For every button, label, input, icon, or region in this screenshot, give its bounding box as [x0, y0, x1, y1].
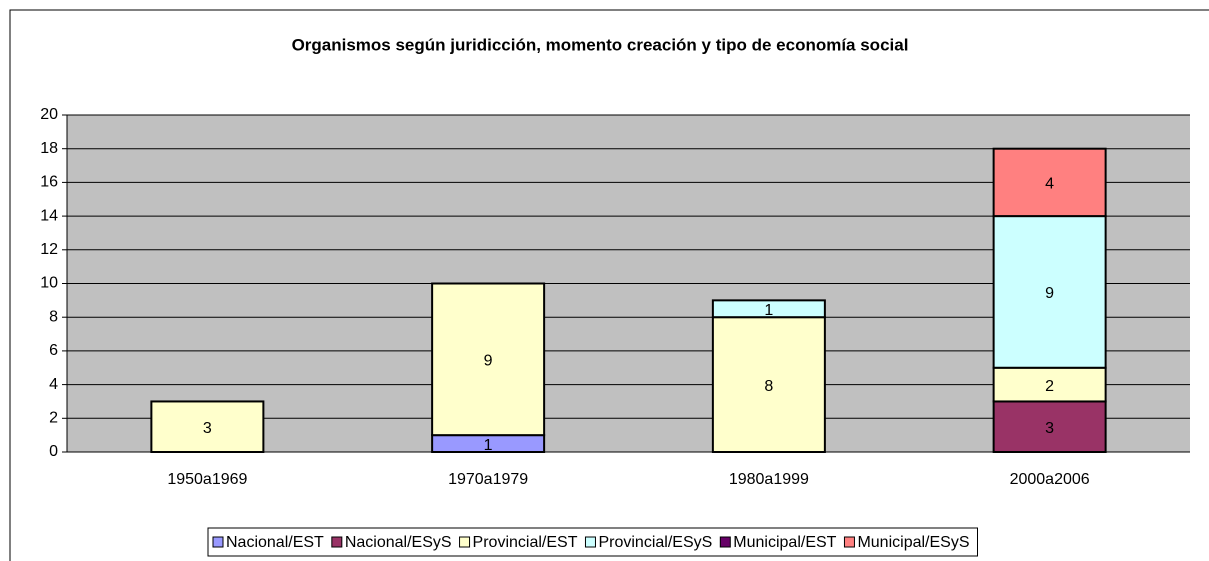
legend-label: Nacional/EST — [226, 534, 324, 551]
legend-swatch — [459, 536, 471, 548]
chart-frame — [9, 9, 1209, 561]
bar-segment — [992, 215, 1107, 369]
bar-segment — [431, 282, 546, 437]
bar-segment — [992, 366, 1107, 403]
data-label: 9 — [484, 353, 493, 370]
chart-title: Organismos según juridicción, momento cr… — [292, 35, 909, 54]
data-label: 1 — [764, 302, 773, 319]
legend-swatch — [843, 536, 855, 548]
x-tick-label: 1970a1979 — [448, 471, 528, 488]
data-label: 4 — [1045, 176, 1054, 193]
legend-label: Nacional/ESyS — [345, 534, 452, 551]
y-tick-label: 10 — [40, 275, 58, 292]
bar-segment — [992, 147, 1107, 218]
y-tick-label: 12 — [40, 241, 58, 258]
y-tick-label: 2 — [49, 410, 58, 427]
y-tick-label: 20 — [40, 106, 58, 123]
data-label: 3 — [1045, 420, 1054, 437]
legend-label: Provincial/EST — [473, 534, 578, 551]
legend-swatch — [331, 536, 343, 548]
y-tick-label: 8 — [49, 308, 58, 325]
y-tick-label: 14 — [40, 207, 58, 224]
y-tick-label: 16 — [40, 174, 58, 191]
bar-segment — [150, 400, 265, 454]
x-tick-label: 1950a1969 — [167, 471, 247, 488]
y-tick-label: 4 — [49, 376, 58, 393]
data-label: 9 — [1045, 285, 1054, 302]
bar-segment — [711, 299, 826, 319]
y-tick-label: 0 — [49, 443, 58, 460]
bar-segment — [992, 400, 1107, 454]
data-label: 1 — [484, 437, 493, 454]
data-label: 3 — [203, 420, 212, 437]
legend-label: Municipal/EST — [733, 534, 836, 551]
legend-swatch — [212, 536, 224, 548]
x-tick-label: 2000a2006 — [1010, 471, 1090, 488]
legend-swatch — [584, 536, 596, 548]
legend-swatch — [719, 536, 731, 548]
y-tick-label: 6 — [49, 342, 58, 359]
bar-segment — [711, 316, 826, 454]
data-label: 8 — [764, 378, 773, 395]
legend-label: Provincial/ESyS — [598, 534, 712, 551]
legend-label: Municipal/ESyS — [857, 534, 969, 551]
x-tick-label: 1980a1999 — [729, 471, 809, 488]
y-tick-label: 18 — [40, 140, 58, 157]
data-label: 2 — [1045, 378, 1054, 395]
